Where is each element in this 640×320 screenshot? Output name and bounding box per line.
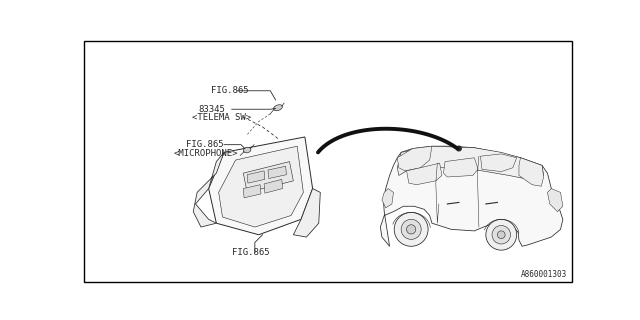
Text: <MICROPHONE>: <MICROPHONE> [174,148,239,158]
Polygon shape [444,158,478,177]
Polygon shape [264,179,283,193]
Polygon shape [209,137,312,235]
Polygon shape [219,146,303,227]
Polygon shape [547,188,563,212]
Circle shape [492,226,511,244]
Polygon shape [243,162,293,192]
Circle shape [406,225,416,234]
Text: 83345: 83345 [198,105,225,114]
Polygon shape [397,146,543,181]
Polygon shape [406,163,442,185]
Polygon shape [247,171,265,183]
Circle shape [456,146,461,151]
Text: FIG.865: FIG.865 [211,86,248,95]
Circle shape [394,212,428,246]
Text: FIG.865: FIG.865 [232,248,269,257]
Polygon shape [293,188,320,237]
Polygon shape [243,185,261,198]
Circle shape [401,219,421,239]
Polygon shape [193,152,224,227]
Text: <TELEMA SW>: <TELEMA SW> [192,113,251,122]
Ellipse shape [273,105,282,111]
Circle shape [497,231,505,239]
Text: FIG.865: FIG.865 [186,140,223,149]
Polygon shape [481,154,516,172]
Polygon shape [382,188,394,208]
Polygon shape [519,158,543,186]
Circle shape [486,219,516,250]
Polygon shape [397,146,432,171]
Text: A860001303: A860001303 [520,270,566,279]
Polygon shape [380,146,563,246]
Polygon shape [268,166,287,179]
Ellipse shape [243,147,251,153]
